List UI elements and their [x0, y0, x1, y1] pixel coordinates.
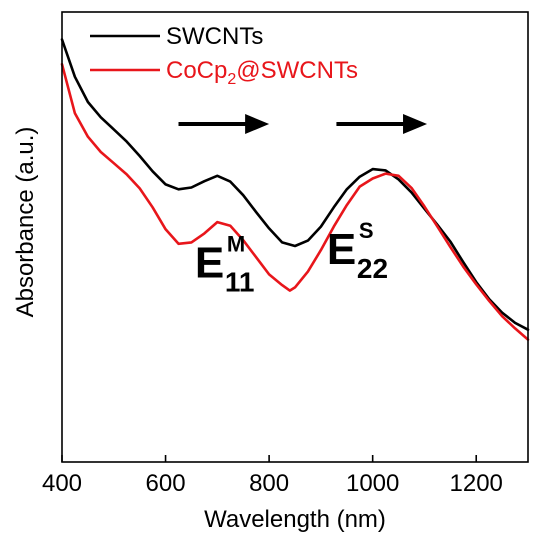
transition-label-e22s: E S 22 — [327, 218, 388, 284]
svg-text:22: 22 — [357, 253, 388, 284]
legend: SWCNTs CoCp2@SWCNTs — [90, 23, 358, 88]
shift-arrow — [336, 114, 428, 135]
shift-arrow — [178, 114, 270, 135]
svg-text:E: E — [195, 239, 224, 288]
plot-lines — [60, 38, 530, 341]
series-line-swcnts — [60, 38, 530, 331]
y-axis-label: Absorbance (a.u.) — [12, 127, 39, 318]
x-tick-label: 1200 — [450, 470, 503, 497]
svg-text:11: 11 — [225, 267, 255, 298]
x-tick-label: 400 — [42, 470, 82, 497]
svg-text:S: S — [359, 218, 374, 243]
legend-label: CoCp2@SWCNTs — [166, 57, 358, 88]
legend-label: SWCNTs — [166, 23, 263, 50]
x-tick-label: 1000 — [346, 470, 399, 497]
svg-text:E: E — [327, 225, 356, 274]
x-axis-label: Wavelength (nm) — [204, 506, 386, 533]
transition-label-e11m: E M 11 — [195, 232, 255, 298]
series-line-cocp2-swcnts — [60, 62, 530, 341]
x-tick-label: 800 — [249, 470, 289, 497]
svg-text:M: M — [227, 232, 245, 257]
plot-frame — [61, 11, 529, 463]
x-tick-label: 600 — [146, 470, 186, 497]
x-axis-ticks: 400 600 800 1000 1200 — [42, 455, 503, 497]
